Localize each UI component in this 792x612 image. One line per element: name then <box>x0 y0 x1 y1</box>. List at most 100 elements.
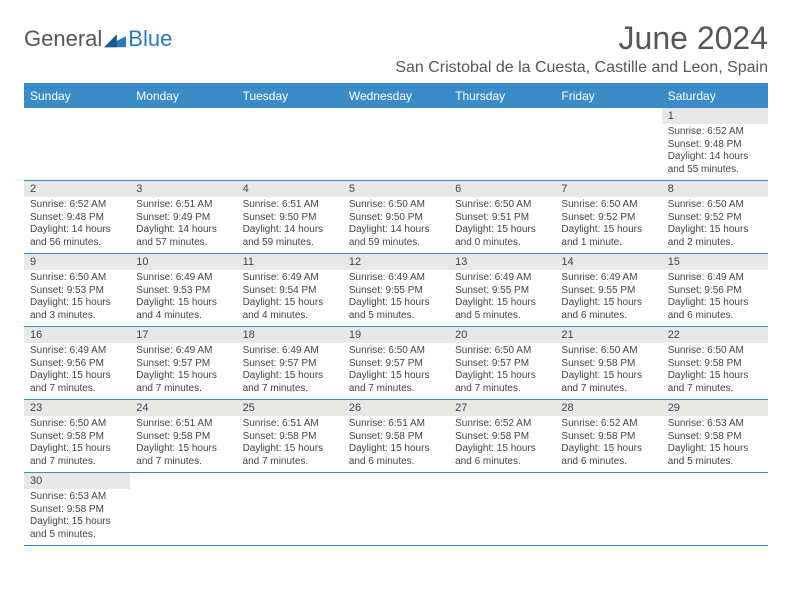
calendar-cell: 16Sunrise: 6:49 AMSunset: 9:56 PMDayligh… <box>24 327 130 400</box>
calendar-cell: 13Sunrise: 6:49 AMSunset: 9:55 PMDayligh… <box>449 254 555 327</box>
day-details: Sunrise: 6:49 AMSunset: 9:57 PMDaylight:… <box>130 343 236 399</box>
day-details: Sunrise: 6:49 AMSunset: 9:55 PMDaylight:… <box>449 270 555 326</box>
calendar-cell: 6Sunrise: 6:50 AMSunset: 9:51 PMDaylight… <box>449 181 555 254</box>
calendar-cell: 27Sunrise: 6:52 AMSunset: 9:58 PMDayligh… <box>449 400 555 473</box>
day-details: Sunrise: 6:49 AMSunset: 9:57 PMDaylight:… <box>237 343 343 399</box>
day-number: 26 <box>343 400 449 416</box>
day-number: 3 <box>130 181 236 197</box>
calendar-cell-empty <box>449 108 555 181</box>
brand-mark-icon <box>104 30 126 48</box>
calendar-cell-empty <box>237 108 343 181</box>
day-details: Sunrise: 6:53 AMSunset: 9:58 PMDaylight:… <box>24 489 130 545</box>
calendar-row: 23Sunrise: 6:50 AMSunset: 9:58 PMDayligh… <box>24 400 768 473</box>
calendar-cell-empty <box>130 473 236 546</box>
calendar-cell: 20Sunrise: 6:50 AMSunset: 9:57 PMDayligh… <box>449 327 555 400</box>
calendar-cell: 26Sunrise: 6:51 AMSunset: 9:58 PMDayligh… <box>343 400 449 473</box>
title-block: June 2024 San Cristobal de la Cuesta, Ca… <box>395 20 768 77</box>
day-number: 4 <box>237 181 343 197</box>
day-details: Sunrise: 6:52 AMSunset: 9:58 PMDaylight:… <box>555 416 661 472</box>
day-number: 21 <box>555 327 661 343</box>
day-details: Sunrise: 6:49 AMSunset: 9:56 PMDaylight:… <box>662 270 768 326</box>
day-number: 29 <box>662 400 768 416</box>
day-details: Sunrise: 6:50 AMSunset: 9:58 PMDaylight:… <box>555 343 661 399</box>
day-number: 19 <box>343 327 449 343</box>
calendar-cell-empty <box>130 108 236 181</box>
calendar-cell: 23Sunrise: 6:50 AMSunset: 9:58 PMDayligh… <box>24 400 130 473</box>
day-details: Sunrise: 6:51 AMSunset: 9:58 PMDaylight:… <box>130 416 236 472</box>
calendar-cell: 24Sunrise: 6:51 AMSunset: 9:58 PMDayligh… <box>130 400 236 473</box>
day-details: Sunrise: 6:50 AMSunset: 9:53 PMDaylight:… <box>24 270 130 326</box>
calendar-cell-empty <box>24 108 130 181</box>
calendar-cell: 11Sunrise: 6:49 AMSunset: 9:54 PMDayligh… <box>237 254 343 327</box>
day-number: 5 <box>343 181 449 197</box>
day-number: 23 <box>24 400 130 416</box>
day-details: Sunrise: 6:50 AMSunset: 9:52 PMDaylight:… <box>662 197 768 253</box>
day-details: Sunrise: 6:51 AMSunset: 9:50 PMDaylight:… <box>237 197 343 253</box>
calendar-cell: 5Sunrise: 6:50 AMSunset: 9:50 PMDaylight… <box>343 181 449 254</box>
day-details: Sunrise: 6:49 AMSunset: 9:53 PMDaylight:… <box>130 270 236 326</box>
calendar-cell-empty <box>343 473 449 546</box>
day-details: Sunrise: 6:50 AMSunset: 9:52 PMDaylight:… <box>555 197 661 253</box>
day-details: Sunrise: 6:49 AMSunset: 9:55 PMDaylight:… <box>343 270 449 326</box>
brand-logo: General Blue <box>24 26 172 52</box>
header: General Blue June 2024 San Cristobal de … <box>24 20 768 77</box>
calendar-cell-empty <box>449 473 555 546</box>
day-details: Sunrise: 6:53 AMSunset: 9:58 PMDaylight:… <box>662 416 768 472</box>
day-number: 30 <box>24 473 130 489</box>
day-number: 20 <box>449 327 555 343</box>
day-details: Sunrise: 6:50 AMSunset: 9:58 PMDaylight:… <box>24 416 130 472</box>
weekday-header: Saturday <box>662 84 768 109</box>
calendar-cell: 19Sunrise: 6:50 AMSunset: 9:57 PMDayligh… <box>343 327 449 400</box>
calendar-cell: 8Sunrise: 6:50 AMSunset: 9:52 PMDaylight… <box>662 181 768 254</box>
day-number: 8 <box>662 181 768 197</box>
day-number: 27 <box>449 400 555 416</box>
calendar-table: Sunday Monday Tuesday Wednesday Thursday… <box>24 83 768 546</box>
day-details: Sunrise: 6:49 AMSunset: 9:55 PMDaylight:… <box>555 270 661 326</box>
day-number: 11 <box>237 254 343 270</box>
brand-part2: Blue <box>128 26 172 52</box>
calendar-cell: 28Sunrise: 6:52 AMSunset: 9:58 PMDayligh… <box>555 400 661 473</box>
calendar-cell-empty <box>555 108 661 181</box>
calendar-cell: 17Sunrise: 6:49 AMSunset: 9:57 PMDayligh… <box>130 327 236 400</box>
calendar-cell: 22Sunrise: 6:50 AMSunset: 9:58 PMDayligh… <box>662 327 768 400</box>
calendar-cell: 10Sunrise: 6:49 AMSunset: 9:53 PMDayligh… <box>130 254 236 327</box>
calendar-cell: 4Sunrise: 6:51 AMSunset: 9:50 PMDaylight… <box>237 181 343 254</box>
day-details: Sunrise: 6:52 AMSunset: 9:48 PMDaylight:… <box>662 124 768 180</box>
weekday-header-row: Sunday Monday Tuesday Wednesday Thursday… <box>24 84 768 109</box>
location-text: San Cristobal de la Cuesta, Castille and… <box>395 59 768 77</box>
day-details: Sunrise: 6:51 AMSunset: 9:58 PMDaylight:… <box>343 416 449 472</box>
day-details: Sunrise: 6:51 AMSunset: 9:58 PMDaylight:… <box>237 416 343 472</box>
day-number: 16 <box>24 327 130 343</box>
brand-part1: General <box>24 26 102 52</box>
calendar-row: 30Sunrise: 6:53 AMSunset: 9:58 PMDayligh… <box>24 473 768 546</box>
calendar-cell-empty <box>555 473 661 546</box>
day-number: 25 <box>237 400 343 416</box>
day-details: Sunrise: 6:49 AMSunset: 9:56 PMDaylight:… <box>24 343 130 399</box>
calendar-cell: 1Sunrise: 6:52 AMSunset: 9:48 PMDaylight… <box>662 108 768 181</box>
calendar-cell: 9Sunrise: 6:50 AMSunset: 9:53 PMDaylight… <box>24 254 130 327</box>
day-details: Sunrise: 6:51 AMSunset: 9:49 PMDaylight:… <box>130 197 236 253</box>
day-number: 22 <box>662 327 768 343</box>
calendar-cell: 12Sunrise: 6:49 AMSunset: 9:55 PMDayligh… <box>343 254 449 327</box>
day-number: 10 <box>130 254 236 270</box>
calendar-cell-empty <box>662 473 768 546</box>
calendar-cell: 14Sunrise: 6:49 AMSunset: 9:55 PMDayligh… <box>555 254 661 327</box>
day-number: 14 <box>555 254 661 270</box>
day-number: 17 <box>130 327 236 343</box>
calendar-row: 2Sunrise: 6:52 AMSunset: 9:48 PMDaylight… <box>24 181 768 254</box>
day-details: Sunrise: 6:50 AMSunset: 9:50 PMDaylight:… <box>343 197 449 253</box>
day-number: 7 <box>555 181 661 197</box>
calendar-body: 1Sunrise: 6:52 AMSunset: 9:48 PMDaylight… <box>24 108 768 546</box>
weekday-header: Sunday <box>24 84 130 109</box>
calendar-cell: 25Sunrise: 6:51 AMSunset: 9:58 PMDayligh… <box>237 400 343 473</box>
day-number: 2 <box>24 181 130 197</box>
calendar-row: 9Sunrise: 6:50 AMSunset: 9:53 PMDaylight… <box>24 254 768 327</box>
day-number: 18 <box>237 327 343 343</box>
day-details: Sunrise: 6:50 AMSunset: 9:58 PMDaylight:… <box>662 343 768 399</box>
day-number: 24 <box>130 400 236 416</box>
day-number: 12 <box>343 254 449 270</box>
day-number: 13 <box>449 254 555 270</box>
weekday-header: Monday <box>130 84 236 109</box>
day-details: Sunrise: 6:52 AMSunset: 9:58 PMDaylight:… <box>449 416 555 472</box>
page-title: June 2024 <box>395 20 768 57</box>
